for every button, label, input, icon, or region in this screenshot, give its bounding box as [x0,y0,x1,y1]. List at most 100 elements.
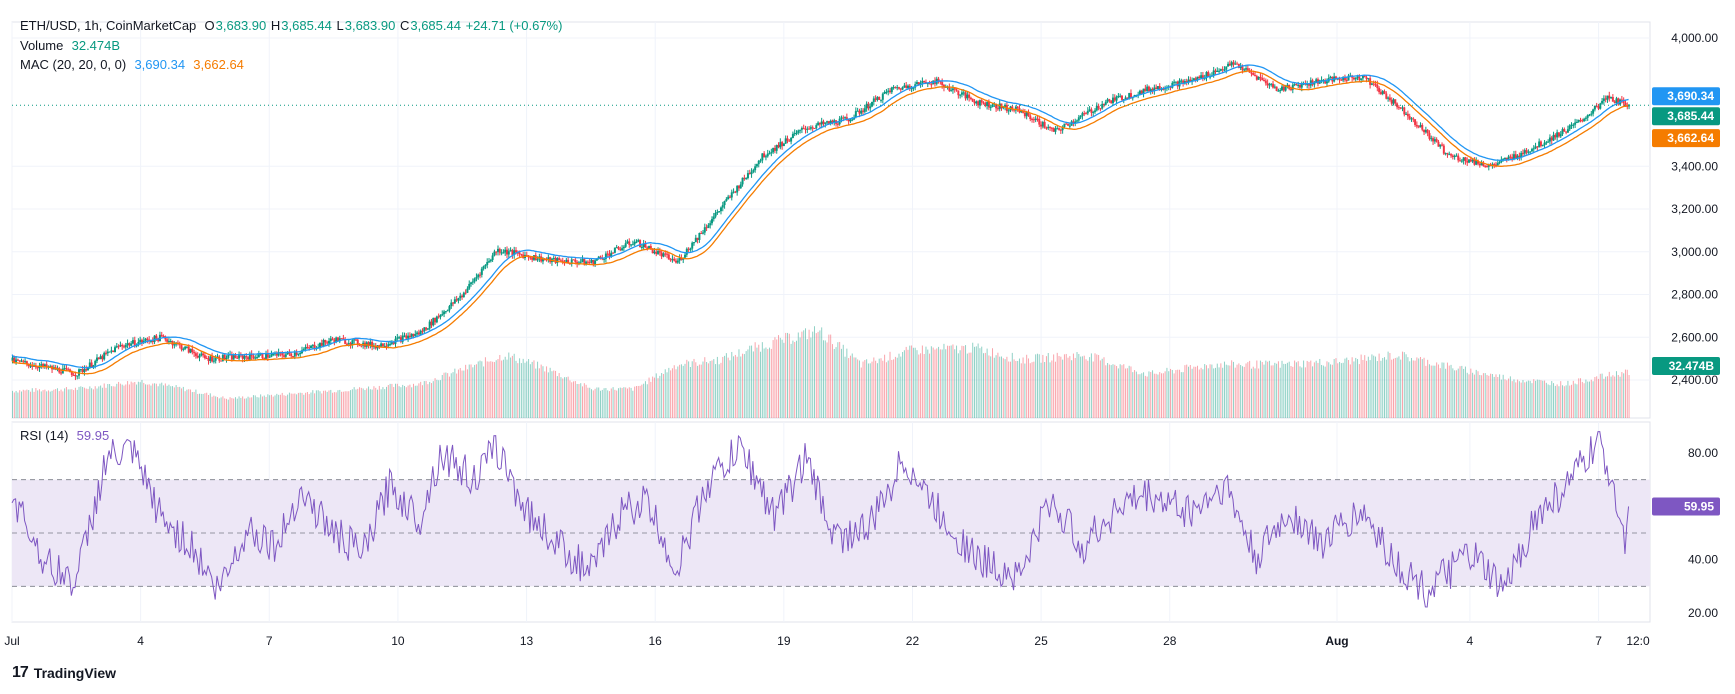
rsi-label: RSI (14) [20,428,69,443]
volume-bar [261,396,263,418]
candle-body [105,352,108,354]
volume-bar [1205,365,1207,418]
candle-body [1628,105,1631,107]
candle-body [728,196,731,198]
open-value: 3,683.90 [215,18,267,33]
volume-bar [243,398,245,418]
volume-bar [152,383,154,418]
volume-bar [592,390,594,418]
volume-bar [830,334,832,418]
candle-body [630,244,633,246]
volume-bar [884,354,886,418]
candle-body [1385,93,1388,99]
candle-body [417,332,420,335]
candle-body [15,359,18,363]
candle-body [737,185,740,189]
rsi-line [11,431,1630,608]
mac-upper-line [11,64,1629,369]
candle-body [1004,104,1007,108]
volume-bar [1403,352,1405,418]
candle-body [345,343,348,345]
candle-body [556,258,559,263]
mac-lower-tag-bg [1652,129,1720,148]
volume-bar [695,362,697,418]
candle-body [304,346,307,350]
volume-bar [556,376,558,418]
volume-bar [831,344,833,418]
candle-body [275,353,278,356]
volume-bar [26,389,28,418]
candle-body [1192,78,1195,81]
high-label: H [270,18,281,33]
candle-body [1228,63,1231,66]
candle-body [1239,66,1242,68]
volume-bar [386,386,388,418]
candle-body [869,106,872,109]
candle-body [1433,139,1436,142]
volume-bar [249,397,251,418]
mac-legend: MAC (20, 20, 0, 0) 3,690.34 3,662.64 [20,57,245,72]
candle-body [133,340,136,346]
candle-body [1626,105,1629,107]
candle-body [1250,72,1253,74]
candle-body [707,225,710,228]
volume-bar [69,389,71,418]
candle-body [1347,75,1350,81]
candle-body [928,83,931,85]
volume-bar [351,389,353,418]
volume-bar [1209,364,1211,418]
volume-bar [1599,373,1601,418]
candle-body [340,338,343,340]
volume-bar [1511,381,1513,418]
volume-bar [1461,365,1463,418]
volume-bar [817,331,819,418]
candle-body [606,253,609,255]
volume-bar [1321,364,1323,418]
volume-bar [1299,366,1301,418]
candle-body [92,365,95,368]
candle-body [1138,90,1141,95]
candle-body [288,352,291,354]
volume-bar [393,387,395,418]
volume-bar [1204,364,1206,418]
candle-body [473,278,476,282]
volume-bar [366,388,368,418]
volume-bar [355,389,357,418]
volume-bar [1083,355,1085,418]
volume-bar [1056,352,1058,418]
volume-bar [1153,373,1155,418]
candle-body [768,153,771,155]
volume-bar [792,340,794,418]
volume-bar [975,346,977,418]
volume-bar [900,356,902,418]
tradingview-logo[interactable]: 17 TradingView [12,664,116,682]
candle-body [1187,79,1190,83]
volume-bar [869,363,871,418]
volume-bar [164,383,166,418]
volume-bar [1008,361,1010,418]
volume-bar [1202,369,1204,418]
volume-bar [287,394,289,418]
volume-bar [206,392,208,418]
candle-body [358,344,361,346]
volume-bar [538,368,540,418]
candle-body [561,260,564,263]
candle-body [466,288,469,293]
candle-body [1110,100,1113,104]
volume-bar [729,360,731,418]
volume-bar [596,387,598,418]
candle-body [117,346,120,348]
volume-bar [961,345,963,418]
candle-body [1246,68,1249,71]
candle-body [1354,77,1357,80]
volume-bar [121,384,123,418]
volume-bar [517,363,519,418]
candle-body [1376,84,1379,89]
candle-body [631,244,634,246]
candle-body [1509,156,1512,158]
volume-bar [965,345,967,418]
volume-bar [245,398,247,418]
candle-body [809,127,812,129]
volume-bar [851,353,853,418]
